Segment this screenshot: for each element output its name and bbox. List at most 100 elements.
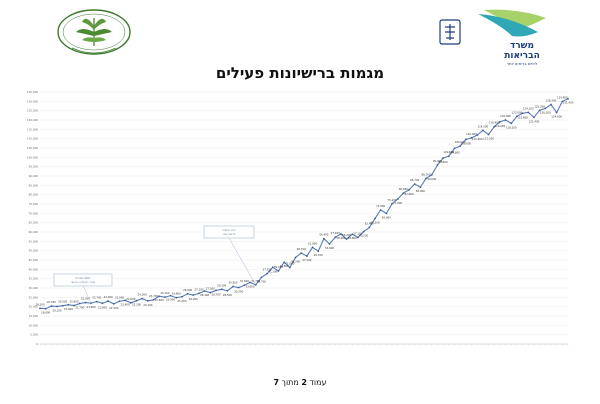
data-label: 57,100 xyxy=(353,231,362,235)
data-point xyxy=(294,256,297,259)
data-label: 43,800 xyxy=(280,264,289,268)
y-tick-label: 115,000 xyxy=(27,127,38,131)
data-point xyxy=(288,266,291,269)
data-labels: 19,100 18,900 20,300 20,100 20,500 21,000 20,6… xyxy=(35,96,573,315)
data-label: 20,600 xyxy=(70,300,79,304)
data-point xyxy=(322,237,325,240)
data-point xyxy=(50,305,53,308)
data-label: 21,900 xyxy=(87,305,96,309)
y-tick-label: 0 xyxy=(36,342,38,346)
data-label: 58,800 xyxy=(348,236,357,240)
data-point xyxy=(266,272,268,275)
data-point xyxy=(464,138,467,141)
data-label: 56,200 xyxy=(342,233,351,237)
ministry-name-line2: הבריאות xyxy=(504,51,540,61)
data-label: 60,200 xyxy=(359,234,368,238)
y-tick-label: 60,000 xyxy=(29,230,39,234)
data-point xyxy=(226,289,229,292)
data-label: 25,900 xyxy=(166,298,175,302)
data-point xyxy=(498,120,501,123)
ministry-of-health-logo-icon xyxy=(439,9,546,45)
y-tick-label: 15,000 xyxy=(29,314,39,318)
annotation-text-line1: שינוי רגולציה xyxy=(223,229,236,232)
data-point xyxy=(442,157,444,159)
data-label: 28,400 xyxy=(200,293,209,297)
annotation-leader-line xyxy=(228,237,256,285)
data-point xyxy=(357,236,359,239)
data-label: 25,300 xyxy=(177,299,186,303)
data-point xyxy=(447,155,450,158)
data-point xyxy=(521,112,524,115)
data-point xyxy=(209,291,212,294)
series-markers xyxy=(39,97,569,310)
y-tick-label: 130,000 xyxy=(27,99,38,103)
data-point xyxy=(118,300,121,303)
data-point xyxy=(186,292,189,295)
data-label: 56,400 xyxy=(319,233,328,237)
data-label: 124,100 xyxy=(523,106,534,110)
data-label: 85,700 xyxy=(410,178,419,182)
data-point xyxy=(220,288,223,291)
data-point xyxy=(243,284,246,287)
data-point xyxy=(385,212,388,215)
data-label: 23,200 xyxy=(132,303,141,307)
data-label: 67,200 xyxy=(370,221,379,225)
y-tick-label: 40,000 xyxy=(29,267,39,271)
data-point xyxy=(436,164,439,166)
y-tick-label: 125,000 xyxy=(27,109,38,113)
data-label: 71,800 xyxy=(376,204,385,208)
annotation-box xyxy=(203,225,255,239)
data-label: 23,400 xyxy=(121,302,130,306)
data-point xyxy=(107,300,110,302)
annotation-leader-line xyxy=(82,285,92,304)
data-label: 114,500 xyxy=(477,124,488,128)
data-point xyxy=(164,296,166,299)
data-label: 116,400 xyxy=(489,121,500,125)
data-label: 84,000 xyxy=(416,189,425,193)
data-label: 46,300 xyxy=(291,260,300,264)
data-label: 80,800 xyxy=(399,187,408,191)
data-point xyxy=(158,295,161,298)
data-point xyxy=(340,233,342,235)
footer-total-pages: 7 xyxy=(273,378,280,387)
y-tick-label: 105,000 xyxy=(27,146,38,150)
y-tick-label: 5,000 xyxy=(30,333,38,337)
y-tick-label: 90,000 xyxy=(29,174,39,178)
data-point xyxy=(175,296,178,299)
data-point xyxy=(146,299,149,302)
data-label: 21,000 xyxy=(64,307,73,311)
y-tick-label: 80,000 xyxy=(29,193,39,197)
data-label: 41,000 xyxy=(285,261,294,265)
data-point xyxy=(141,297,144,300)
data-point xyxy=(277,270,280,272)
data-label: 22,700 xyxy=(92,296,101,300)
data-label: 21,700 xyxy=(75,305,84,309)
data-point xyxy=(169,294,172,297)
data-label: 58,900 xyxy=(336,236,345,240)
data-label: 21,500 xyxy=(109,306,118,310)
y-tick-label: 85,000 xyxy=(29,183,39,187)
data-point xyxy=(476,134,479,137)
chart-grid xyxy=(40,91,568,345)
data-label: 100,600 xyxy=(443,150,454,154)
data-label: 22,900 xyxy=(115,295,124,299)
data-label: 82,600 xyxy=(404,192,413,196)
data-label: 23,000 xyxy=(104,295,113,299)
y-tick-label: 110,000 xyxy=(27,137,38,141)
data-label: 123,600 xyxy=(517,115,528,119)
data-label: 22,000 xyxy=(126,297,135,301)
data-point xyxy=(487,133,490,136)
data-label: 25,100 xyxy=(160,291,169,295)
data-label: 110,400 xyxy=(466,132,477,136)
annotation-text-line2: מעבר לרגולציה החדשה xyxy=(71,281,96,284)
data-point xyxy=(203,290,206,292)
data-point xyxy=(39,307,41,310)
ministry-tagline: לחיים בריאים יותר xyxy=(507,61,537,66)
data-label: 41,100 xyxy=(268,269,277,273)
y-tick-label: 35,000 xyxy=(29,277,39,281)
data-point xyxy=(413,183,416,185)
data-point xyxy=(249,281,251,284)
data-label: 31,700 xyxy=(251,279,260,283)
y-tick-label: 50,000 xyxy=(29,249,39,253)
